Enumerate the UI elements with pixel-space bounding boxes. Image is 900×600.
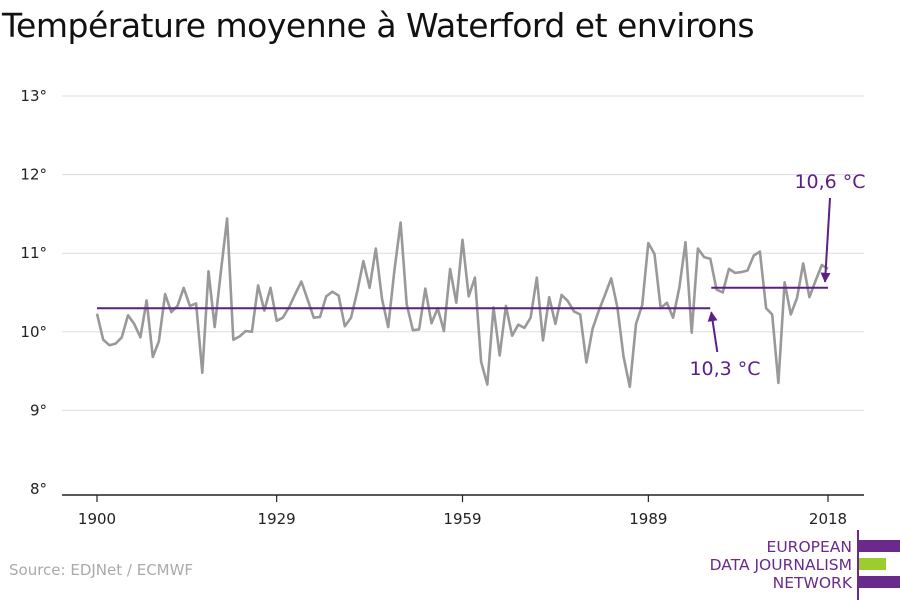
- annotations: 10,3 °C 10,6 °C: [689, 171, 865, 380]
- y-axis-labels: 8° 9° 10° 11° 12° 13°: [20, 87, 47, 498]
- y-tick-label: 13°: [20, 87, 47, 105]
- logo-bar-bottom: [859, 576, 900, 588]
- y-tick-label: 12°: [20, 166, 47, 184]
- y-tick-label: 8°: [30, 480, 47, 498]
- x-tick-label: 1900: [78, 510, 116, 528]
- annotation-label: 10,6 °C: [794, 171, 865, 193]
- x-tick-label: 1929: [258, 510, 296, 528]
- source-note: Source: EDJNet / ECMWF: [9, 561, 194, 579]
- x-tick-label: 2018: [809, 510, 847, 528]
- logo-line-1: EUROPEAN: [766, 538, 852, 556]
- y-tick-label: 10°: [20, 323, 47, 341]
- x-tick-label: 1989: [629, 510, 667, 528]
- average-lines: [97, 286, 828, 310]
- logo-line-2: DATA JOURNALISM: [709, 556, 852, 574]
- logo-vertical-bar: [857, 530, 859, 600]
- y-tick-label: 9°: [30, 401, 47, 419]
- annotation-arrow: [707, 311, 719, 353]
- x-tick-label: 1959: [443, 510, 481, 528]
- chart-title: Température moyenne à Waterford et envir…: [2, 6, 755, 45]
- temperature-series-line: [95, 217, 829, 389]
- logo-bar-middle: [859, 558, 886, 570]
- x-axis: 1900 1929 1959 1989 2018: [62, 494, 864, 528]
- y-tick-label: 11°: [20, 244, 47, 262]
- logo-bar-top: [859, 540, 900, 552]
- edjnet-logo: EUROPEAN DATA JOURNALISM NETWORK: [700, 528, 900, 600]
- annotation-label: 10,3 °C: [689, 358, 760, 380]
- annotation-arrow: [820, 197, 831, 283]
- series-layer: [95, 217, 829, 389]
- logo-line-3: NETWORK: [772, 574, 852, 592]
